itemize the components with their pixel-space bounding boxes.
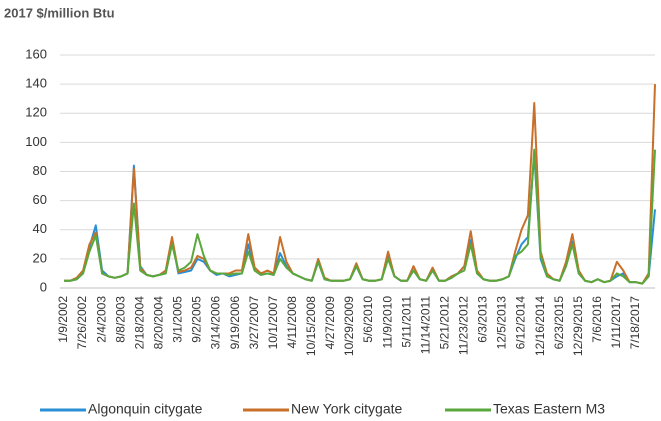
- x-tick-label: 3/14/2006: [209, 296, 223, 350]
- x-tick-label: 7/6/2016: [590, 296, 604, 343]
- series-line: [64, 148, 656, 285]
- x-tick-label: 6/23/2015: [552, 296, 566, 350]
- y-tick-label: 60: [33, 192, 47, 207]
- y-tick-label: 40: [33, 221, 47, 236]
- x-tick-label: 2/4/2003: [94, 296, 108, 343]
- x-tick-label: 2/18/2004: [132, 296, 146, 350]
- x-tick-label: 7/26/2002: [75, 296, 89, 350]
- x-tick-label: 9/2/2005: [190, 296, 204, 343]
- x-tick-label: 11/23/2012: [457, 296, 471, 355]
- x-tick-label: 9/19/2006: [228, 296, 242, 350]
- x-tick-label: 12/29/2015: [571, 296, 585, 356]
- x-tick-label: 10/15/2008: [304, 296, 318, 356]
- x-tick-label: 5/21/2012: [437, 296, 451, 350]
- x-tick-label: 10/29/2009: [342, 296, 356, 356]
- x-tick-label: 5/11/2011: [399, 296, 413, 348]
- x-tick-label: 12/5/2013: [495, 296, 509, 350]
- legend-label: New York citygate: [291, 401, 402, 417]
- y-tick-label: 80: [33, 163, 47, 178]
- x-tick-label: 5/6/2010: [361, 296, 375, 343]
- x-tick-label: 8/20/2004: [151, 296, 165, 350]
- y-tick-label: 120: [25, 105, 47, 120]
- x-tick-label: 4/27/2009: [323, 296, 337, 350]
- y-tick-label: 160: [25, 46, 47, 61]
- series-line: [64, 84, 656, 285]
- chart-title: 2017 $/million Btu: [4, 5, 115, 20]
- x-tick-label: 3/27/2007: [247, 296, 261, 350]
- x-tick-label: 7/18/2017: [628, 296, 642, 350]
- x-tick-label: 10/1/2007: [266, 296, 280, 350]
- x-tick-label: 8/8/2003: [113, 296, 127, 343]
- x-tick-label: 4/11/2008: [285, 296, 299, 349]
- x-tick-label: 11/9/2010: [380, 296, 394, 349]
- y-tick-label: 0: [40, 279, 47, 294]
- x-tick-label: 6/12/2014: [514, 296, 528, 350]
- x-tick-label: 6/3/2013: [476, 296, 490, 343]
- x-tick-label: 1/11/2017: [609, 296, 623, 349]
- x-tick-label: 11/14/2011: [418, 296, 432, 355]
- y-tick-label: 140: [25, 76, 47, 91]
- x-tick-label: 1/9/2002: [56, 296, 70, 343]
- legend-label: Algonquin citygate: [88, 401, 203, 417]
- y-tick-label: 100: [25, 134, 47, 149]
- x-tick-label: 3/1/2005: [171, 296, 185, 343]
- x-tick-label: 12/16/2014: [533, 296, 547, 356]
- y-tick-label: 20: [33, 250, 47, 265]
- legend-label: Texas Eastern M3: [493, 401, 605, 417]
